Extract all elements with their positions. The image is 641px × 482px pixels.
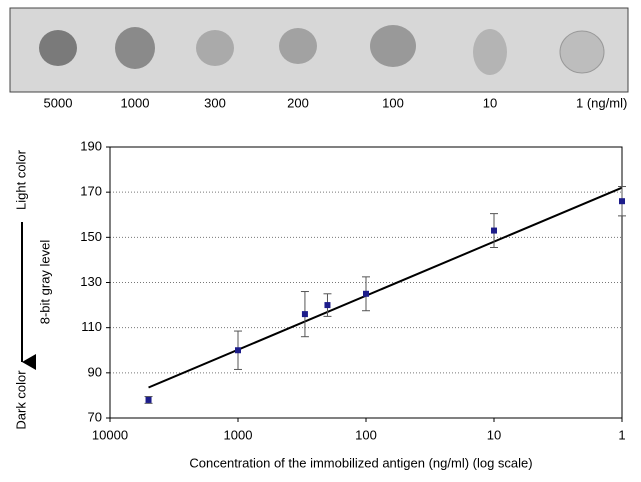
blot-label: 100 [382,95,404,110]
y-tick-label: 130 [80,274,102,289]
x-tick-label: 1 [618,427,625,442]
blot-label: 1 (ng/ml) [576,95,627,110]
blot-label: 300 [204,95,226,110]
data-point [324,302,331,309]
x-axis-title: Concentration of the immobilized antigen… [189,455,532,470]
blot-dot [115,27,155,69]
data-point [491,227,497,234]
blot-strip [9,7,629,93]
x-tick-label: 1000 [224,427,253,442]
data-point [301,311,308,318]
y-tick-label: 170 [80,184,102,199]
blot-label: 5000 [44,95,73,110]
x-tick-label: 100 [355,427,377,442]
y-tick-label: 110 [81,319,102,334]
plot-frame [109,146,623,419]
blot-label: 1000 [121,95,150,110]
side-label: Dark color [13,370,28,430]
y-axis-title: 8-bit gray level [37,240,52,325]
data-point [363,290,369,297]
x-tick-label: 10000 [92,427,128,442]
blot-dot [473,29,507,75]
blot-dot [279,28,317,64]
y-tick-label: 150 [80,229,102,244]
x-tick-label: 10 [487,427,501,442]
y-tick-label: 190 [80,138,102,153]
blot-dot [370,25,416,67]
blot-dot [39,30,77,66]
y-tick-label: 90 [88,364,102,379]
y-tick-label: 70 [88,409,102,424]
blot-label: 200 [287,95,309,110]
blot-dot [559,30,605,74]
blot-label: 10 [483,95,497,110]
data-point [235,347,241,354]
data-point [145,396,152,403]
blot-dot [196,30,234,66]
blot-background [9,7,629,93]
fit-line [148,186,623,389]
side-label: Light color [13,149,28,210]
data-point [619,198,625,205]
